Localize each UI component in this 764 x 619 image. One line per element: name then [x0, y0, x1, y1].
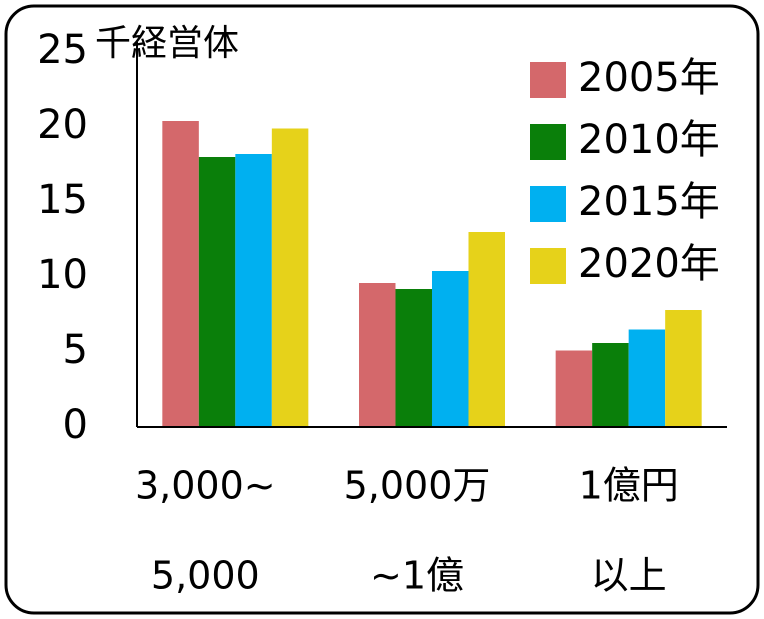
x-tick-label: 5,000万 [344, 464, 491, 508]
x-tick-label: 3,000~ [135, 464, 276, 508]
x-tick-label: ~1億 [370, 554, 464, 598]
bar [432, 271, 469, 427]
legend-swatch [530, 248, 566, 284]
y-tick-label: 25 [37, 27, 88, 73]
legend-label: 2010年 [578, 117, 720, 163]
bar [359, 283, 396, 427]
bar [162, 121, 199, 427]
legend-swatch [530, 124, 566, 160]
y-tick-label: 10 [37, 252, 88, 298]
y-tick-label: 15 [37, 177, 88, 223]
bar [628, 329, 666, 427]
legend-label: 2020年 [578, 241, 720, 287]
legend-swatch [530, 186, 566, 222]
x-tick-label: 5,000 [151, 554, 260, 598]
bar [592, 343, 629, 427]
y-tick-label: 5 [63, 327, 88, 373]
bar [271, 128, 309, 427]
y-axis-label: 千経営体 [95, 23, 239, 64]
bar [395, 289, 432, 427]
x-tick-label: 以上 [591, 554, 667, 598]
bar [555, 350, 593, 427]
bar [468, 232, 505, 427]
legend-swatch [530, 62, 566, 98]
bar [198, 157, 236, 427]
legend-label: 2015年 [578, 179, 720, 225]
y-tick-label: 0 [63, 402, 88, 448]
bar [235, 154, 272, 427]
y-tick-label: 20 [37, 102, 88, 148]
legend-label: 2005年 [578, 55, 720, 101]
x-tick-label: 1億円 [579, 464, 679, 508]
bar [665, 310, 702, 427]
